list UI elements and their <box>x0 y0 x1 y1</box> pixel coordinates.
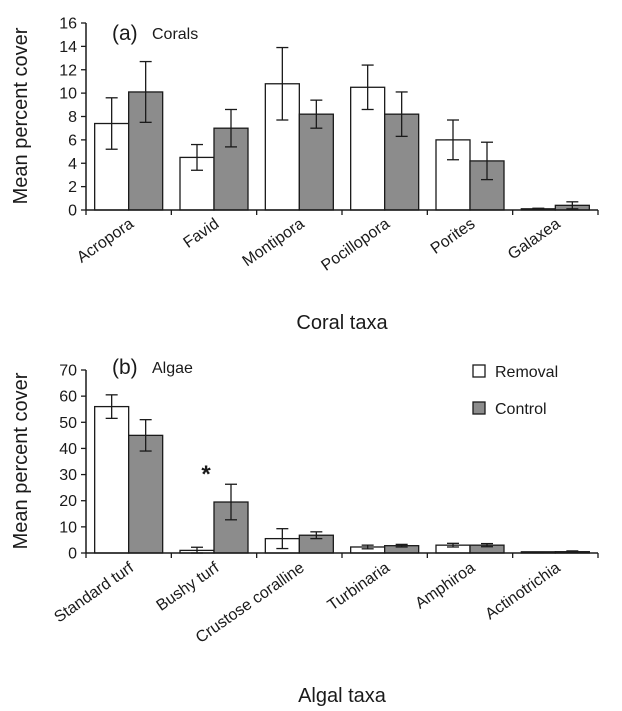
p0-category-label-2: Montipora <box>240 215 308 270</box>
p0-category-label-1: Favid <box>180 215 222 251</box>
p1-bar-0-0 <box>94 405 130 554</box>
p0-y-tick-label-1: 2 <box>68 179 77 196</box>
p0-y-tick-label-4: 8 <box>68 109 77 126</box>
p1-y-tick-label-2: 20 <box>59 493 77 510</box>
p1-y-tick-label-7: 70 <box>59 363 77 380</box>
p1-panel-name: Algae <box>152 360 193 377</box>
p1-category-label-4: Amphiroa <box>412 559 478 612</box>
p0-category-label-0: Acropora <box>74 215 137 266</box>
p0-y-tick-label-3: 6 <box>68 132 77 149</box>
p0-y-tick-label-0: 0 <box>68 203 77 220</box>
p0-category-label-5: Galaxea <box>505 215 564 263</box>
p0-panel-tag: (a) <box>112 22 138 45</box>
p1-category-label-5: Actinotrichia <box>482 559 563 623</box>
p1-y-axis-title: Mean percent cover <box>10 372 32 549</box>
p0-category-label-3: Pocillopora <box>318 215 393 274</box>
p1-y-tick-label-4: 40 <box>59 441 77 458</box>
p0-y-tick-label-8: 16 <box>59 16 77 33</box>
p1-category-label-1: Bushy turf <box>154 559 223 615</box>
p0-y-tick-label-6: 12 <box>59 62 77 79</box>
p0-y-tick-label-5: 10 <box>59 86 77 103</box>
p1-x-axis-title: Algal taxa <box>298 685 387 707</box>
p0-y-tick-label-7: 14 <box>59 39 77 56</box>
p1-significance-star-0: * <box>201 461 211 488</box>
p1-y-tick-label-5: 50 <box>59 415 77 432</box>
p1-legend-label-1: Control <box>495 401 547 418</box>
p0-x-axis-title: Coral taxa <box>296 312 388 334</box>
p0-panel-name: Corals <box>152 26 198 43</box>
p1-y-tick-label-6: 60 <box>59 389 77 406</box>
p0-y-axis-title: Mean percent cover <box>10 27 32 204</box>
p1-y-tick-label-0: 0 <box>68 546 77 563</box>
p1-y-tick-label-1: 10 <box>59 519 77 536</box>
p0-category-label-4: Porites <box>428 215 479 257</box>
p1-y-tick-label-3: 30 <box>59 467 77 484</box>
p0-y-tick-label-2: 4 <box>68 156 77 173</box>
p1-legend-label-0: Removal <box>495 364 558 381</box>
p1-category-label-3: Turbinaria <box>325 559 393 614</box>
p1-legend-swatch-0 <box>472 364 486 378</box>
p1-bar-1-0 <box>128 434 164 554</box>
p1-panel-tag: (b) <box>112 356 138 379</box>
p1-legend-swatch-1 <box>472 401 486 415</box>
p1-category-label-0: Standard turf <box>51 559 137 626</box>
